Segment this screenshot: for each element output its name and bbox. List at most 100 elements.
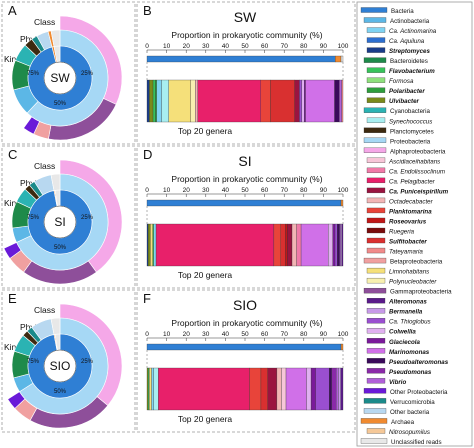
- genus-segment: [147, 367, 150, 411]
- donut-center: [43, 205, 77, 239]
- legend-label: Bacteroidetes: [390, 58, 428, 65]
- genus-segment: [158, 367, 250, 411]
- bar-panel-f: F SIO Proportion in prokaryotic community …: [143, 291, 349, 424]
- genus-segment: [300, 223, 329, 267]
- legend-label: Ca. Actinomarina: [389, 28, 437, 35]
- pct-left-label: 75%: [27, 71, 40, 77]
- axis-label: Proportion in prokaryotic community (%): [171, 174, 322, 184]
- legend-label: Limnohabitans: [389, 269, 429, 276]
- legend-label: Actinobacteria: [390, 18, 430, 25]
- genus-segment: [285, 223, 288, 267]
- x-tick-label: 100: [338, 331, 349, 338]
- legend-label: Planctomycetes: [390, 128, 434, 135]
- pct-right-label: 25%: [81, 71, 94, 77]
- legend-swatch: [366, 187, 386, 194]
- x-tick-label: 60: [261, 331, 269, 338]
- legend-swatch: [366, 328, 386, 334]
- total-bar-segment: [335, 55, 342, 63]
- x-tick-label: 0: [145, 187, 149, 194]
- genus-segment: [294, 79, 300, 123]
- legend-swatch: [366, 177, 386, 184]
- legend-label: Polynucleobacter: [389, 279, 437, 286]
- legend-label: Sulfitobacter: [389, 239, 427, 246]
- x-tick-label: 80: [300, 43, 308, 50]
- panel-title: SW: [234, 9, 257, 25]
- legend-label: Roseovarius: [389, 218, 427, 225]
- pct-bottom-label: 50%: [54, 245, 67, 251]
- genus-segment: [332, 223, 336, 267]
- x-tick-label: 50: [241, 331, 249, 338]
- genus-segment: [280, 223, 286, 267]
- panel-letter: C: [8, 147, 17, 162]
- legend-label: Archaea: [391, 419, 415, 426]
- genus-segment: [310, 367, 316, 411]
- legend-swatch: [366, 217, 386, 224]
- panel-letter: B: [143, 3, 152, 18]
- genus-segment: [155, 79, 157, 123]
- legend-label: Streptomyces: [389, 48, 430, 55]
- legend-swatch: [366, 47, 386, 53]
- pct-left-label: 75%: [27, 359, 40, 365]
- x-tick-label: 10: [163, 43, 171, 50]
- legend-label: Proteobacteria: [390, 138, 431, 145]
- axis-label: Proportion in prokaryotic community (%): [171, 318, 322, 328]
- genus-segment: [338, 367, 341, 411]
- legend-swatch: [366, 428, 386, 434]
- legend-swatch: [366, 37, 386, 43]
- genus-segment: [197, 79, 261, 123]
- legend-swatch: [366, 237, 386, 244]
- x-tick-label: 90: [320, 43, 328, 50]
- genus-segment: [146, 223, 149, 267]
- legend-swatch: [366, 227, 386, 234]
- x-tick-label: 30: [202, 43, 210, 50]
- legend-label: Unclassified reads: [391, 439, 442, 446]
- x-tick-label: 70: [281, 331, 289, 338]
- class-label: Class: [34, 161, 55, 171]
- legend-swatch: [366, 358, 386, 364]
- genus-segment: [299, 79, 303, 123]
- genus-segment: [260, 367, 268, 411]
- x-tick-label: 100: [338, 43, 349, 50]
- panel-border-left: [1, 289, 136, 433]
- legend-label: Colwellia: [389, 329, 416, 336]
- x-tick-label: 40: [222, 331, 230, 338]
- donut-center-label: SI: [54, 215, 65, 229]
- pct-right-label: 25%: [81, 215, 94, 221]
- genus-segment: [328, 223, 333, 267]
- legend-label: Alteromonas: [388, 299, 427, 306]
- genus-segment: [161, 79, 169, 123]
- legend-swatch: [363, 57, 387, 63]
- x-tick-label: 90: [320, 331, 328, 338]
- legend-swatch: [366, 87, 386, 93]
- legend-label: Ca. Aquiluna: [389, 38, 425, 45]
- donut-center: [43, 349, 77, 383]
- sunburst-panel-c: CClassPhylumKingdomSI75%25%50%: [3, 147, 123, 285]
- genus-segment: [149, 367, 152, 411]
- legend-label: Octadecabacter: [389, 198, 434, 205]
- genus-segment: [305, 79, 335, 123]
- genus-segment: [155, 223, 275, 267]
- genus-segment: [339, 79, 342, 123]
- pct-right-label: 25%: [81, 359, 94, 365]
- legend-swatch: [366, 308, 386, 314]
- legend-swatch: [366, 97, 386, 103]
- legend-label: Bermanella: [389, 309, 423, 316]
- genus-segment: [270, 79, 295, 123]
- legend-label: Marinomonas: [389, 349, 430, 356]
- legend-swatch: [363, 398, 387, 404]
- panel-letter: F: [143, 291, 151, 306]
- panel-border-left: [1, 145, 136, 289]
- panel-border-left: [1, 1, 136, 145]
- panel-letter: E: [8, 291, 17, 306]
- legend-swatch: [366, 318, 386, 324]
- legend-swatch: [366, 277, 386, 284]
- x-tick-label: 20: [183, 331, 191, 338]
- genus-segment: [151, 367, 154, 411]
- legend-swatch: [363, 287, 387, 294]
- genus-segment: [304, 79, 306, 123]
- total-bar-segment: [146, 55, 336, 63]
- genus-segment: [301, 79, 305, 123]
- genus-segment: [315, 367, 330, 411]
- genus-segment: [146, 79, 150, 123]
- genus-segment: [337, 223, 340, 267]
